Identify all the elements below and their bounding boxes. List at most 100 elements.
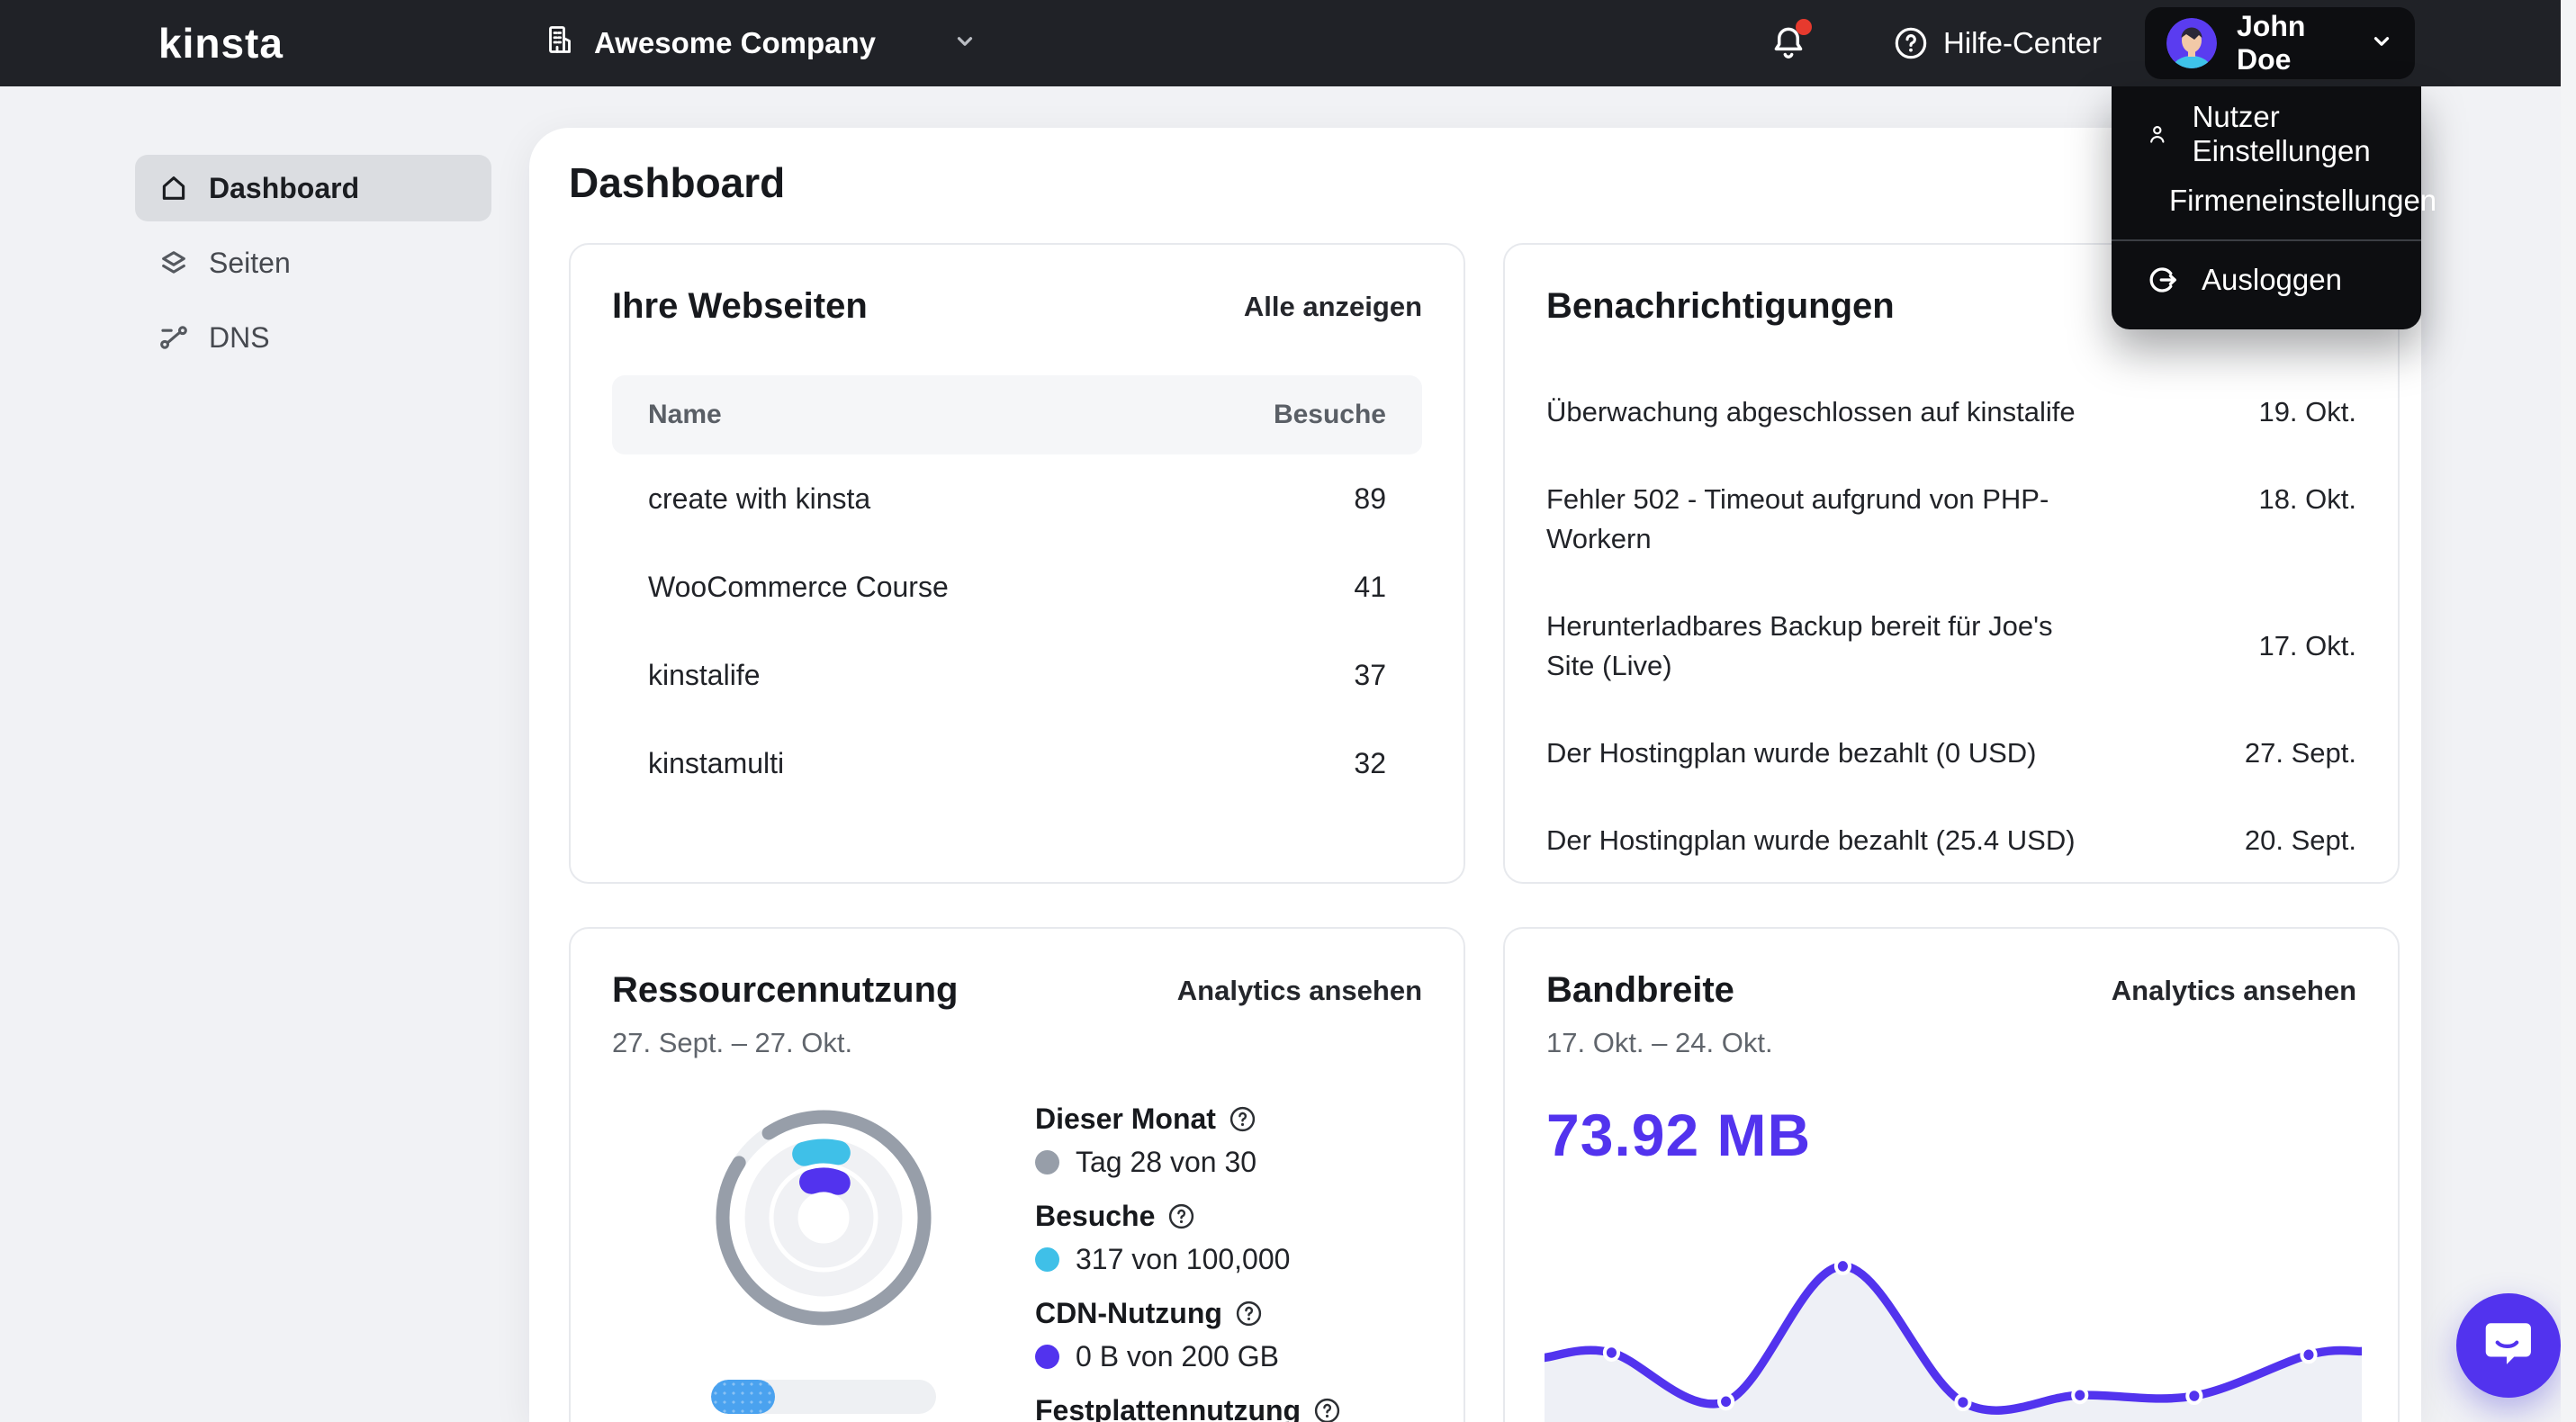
column-visits: Besuche	[1274, 400, 1386, 430]
websites-table-header: Name Besuche	[612, 375, 1422, 454]
bandwidth-line-chart	[1545, 1249, 2362, 1422]
table-row[interactable]: kinstalife 37	[612, 631, 1422, 719]
menu-divider	[2112, 239, 2421, 241]
notification-text: Herunterladbares Backup bereit für Joe's…	[1546, 607, 2104, 685]
page-title: Dashboard	[569, 158, 785, 207]
list-item[interactable]: Herunterladbares Backup bereit für Joe's…	[1546, 582, 2356, 709]
notification-date: 19. Okt.	[2258, 392, 2356, 431]
legend-value: 317 von 100,000	[1076, 1243, 1290, 1276]
legend-value: Tag 28 von 30	[1076, 1146, 1256, 1179]
menu-item-company-settings[interactable]: Firmeneinstellungen	[2112, 167, 2421, 234]
table-row[interactable]: WooCommerce Course 41	[612, 543, 1422, 631]
menu-item-label: Firmeneinstellungen	[2169, 184, 2436, 218]
route-icon	[158, 322, 189, 353]
chevron-down-icon	[953, 26, 977, 60]
notification-badge-dot	[1796, 19, 1812, 35]
notification-date: 27. Sept.	[2245, 734, 2356, 772]
legend-group-cdn: CDN-Nutzung 0 B von 200 GB	[1035, 1297, 1341, 1373]
question-circle-icon[interactable]	[1167, 1202, 1195, 1230]
site-visits: 41	[1354, 571, 1386, 604]
question-circle-icon[interactable]	[1313, 1397, 1341, 1422]
chat-launcher-button[interactable]	[2456, 1293, 2561, 1398]
company-name: Awesome Company	[594, 26, 876, 60]
company-selector[interactable]: Awesome Company	[544, 0, 977, 86]
sidebar-item-dashboard[interactable]: Dashboard	[135, 155, 491, 221]
menu-item-logout[interactable]: Ausloggen	[2112, 247, 2421, 313]
app-window: kinsta Awesome Company	[0, 0, 2576, 1422]
resource-usage-card: Ressourcennutzung Analytics ansehen 27. …	[569, 927, 1465, 1422]
bandwidth-total-value: 73.92 MB	[1546, 1101, 2356, 1169]
help-center-label: Hilfe-Center	[1943, 26, 2102, 60]
site-name: create with kinsta	[648, 482, 870, 516]
legend-value: 0 B von 200 GB	[1076, 1340, 1279, 1373]
resource-usage-card-title: Ressourcennutzung	[612, 970, 958, 1011]
notification-date: 17. Okt.	[2258, 626, 2356, 665]
list-item[interactable]: Fehler 502 - Timeout aufgrund von PHP-Wo…	[1546, 455, 2356, 582]
notification-date: 20. Sept.	[2245, 821, 2356, 860]
resource-usage-donut-chart	[707, 1101, 941, 1335]
site-visits: 37	[1354, 659, 1386, 692]
notifications-bell-button[interactable]	[1769, 22, 1810, 64]
user-name: John Doe	[2237, 10, 2350, 76]
site-visits: 32	[1354, 747, 1386, 780]
avatar	[2166, 18, 2217, 68]
user-dropdown-menu: Nutzer Einstellungen Firmeneinstellungen…	[2112, 86, 2421, 329]
sidebar-item-sites[interactable]: Seiten	[135, 230, 491, 296]
disk-usage-progressbar	[711, 1380, 936, 1414]
menu-item-label: Nutzer Einstellungen	[2193, 100, 2387, 168]
notification-text: Überwachung abgeschlossen auf kinstalife	[1546, 392, 2076, 431]
menu-item-user-settings[interactable]: Nutzer Einstellungen	[2112, 101, 2421, 167]
sidebar-item-dns[interactable]: DNS	[135, 304, 491, 371]
user-icon	[2146, 118, 2169, 150]
notification-text: Der Hostingplan wurde bezahlt (0 USD)	[1546, 734, 2036, 772]
legend-group-visits: Besuche 317 von 100,000	[1035, 1200, 1341, 1276]
bandwidth-analytics-link[interactable]: Analytics ansehen	[2112, 975, 2356, 1007]
legend-group-disk: Festplattennutzung 2.84 GB von 10 GB	[1035, 1394, 1341, 1422]
table-row[interactable]: create with kinsta 89	[612, 454, 1422, 543]
sidebar-item-label: Dashboard	[209, 172, 359, 205]
chevron-down-icon	[2370, 30, 2393, 58]
notification-text: Fehler 502 - Timeout aufgrund von PHP-Wo…	[1546, 480, 2122, 558]
site-visits: 89	[1354, 482, 1386, 516]
resource-legend: Dieser Monat Tag 28 von 30 Besuche	[1035, 1101, 1341, 1422]
list-item[interactable]: Überwachung abgeschlossen auf kinstalife…	[1546, 368, 2356, 455]
sidebar-item-label: DNS	[209, 321, 270, 355]
websites-show-all-link[interactable]: Alle anzeigen	[1244, 291, 1422, 323]
legend-group-month: Dieser Monat Tag 28 von 30	[1035, 1102, 1341, 1179]
notification-text: Der Hostingplan wurde bezahlt (25.4 USD)	[1546, 821, 2076, 860]
notifications-card: Benachrichtigungen Alle anzeigen Überwac…	[1503, 243, 2400, 884]
column-name: Name	[648, 400, 722, 430]
notifications-list: Überwachung abgeschlossen auf kinstalife…	[1546, 368, 2356, 885]
menu-item-label: Ausloggen	[2202, 263, 2342, 297]
websites-card-title: Ihre Webseiten	[612, 286, 868, 327]
help-center-button[interactable]: Hilfe-Center	[1893, 25, 2102, 61]
site-name: kinstalife	[648, 659, 761, 692]
legend-label: Dieser Monat	[1035, 1102, 1216, 1136]
list-item[interactable]: Der Hostingplan wurde bezahlt (0 USD) 27…	[1546, 709, 2356, 796]
legend-label: Besuche	[1035, 1200, 1155, 1233]
user-menu-button[interactable]: John Doe	[2145, 7, 2415, 79]
legend-dot	[1035, 1345, 1059, 1369]
disk-usage-progress-fill	[711, 1380, 775, 1414]
header-right-cluster: Hilfe-Center John Doe	[1769, 0, 2415, 86]
resource-donut-column	[612, 1101, 1035, 1422]
legend-dot	[1035, 1150, 1059, 1174]
resource-analytics-link[interactable]: Analytics ansehen	[1177, 975, 1422, 1007]
layers-icon	[158, 248, 189, 278]
notification-date: 18. Okt.	[2258, 480, 2356, 558]
table-row[interactable]: kinstamulti 32	[612, 719, 1422, 807]
bandwidth-card: Bandbreite Analytics ansehen 17. Okt. – …	[1503, 927, 2400, 1422]
chat-bubble-icon	[2481, 1318, 2536, 1373]
legend-dot	[1035, 1247, 1059, 1272]
logout-icon	[2146, 264, 2178, 296]
bandwidth-date-range: 17. Okt. – 24. Okt.	[1546, 1027, 2356, 1059]
list-item[interactable]: Der Hostingplan wurde bezahlt (25.4 USD)…	[1546, 796, 2356, 884]
sidebar: Dashboard Seiten DNS	[135, 155, 491, 371]
resource-date-range: 27. Sept. – 27. Okt.	[612, 1027, 1422, 1059]
kinsta-logo[interactable]: kinsta	[158, 0, 284, 86]
company-icon	[544, 23, 576, 63]
question-circle-icon[interactable]	[1229, 1105, 1256, 1133]
question-circle-icon[interactable]	[1235, 1300, 1263, 1328]
scrollbar[interactable]	[2561, 0, 2576, 1422]
bandwidth-card-title: Bandbreite	[1546, 970, 1734, 1011]
